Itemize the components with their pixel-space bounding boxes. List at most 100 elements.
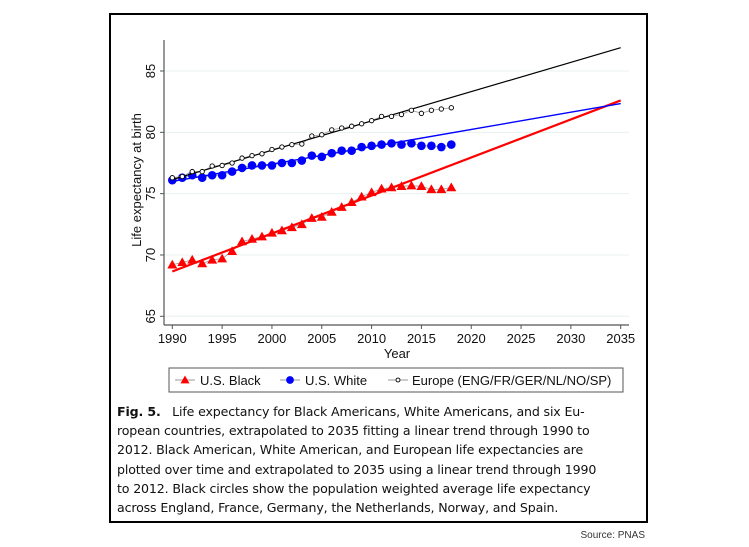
y-tick-label: 65 [143,309,158,323]
caption-line: across England, France, Germany, the Net… [117,500,559,516]
data-point-triangle [436,184,447,194]
data-point-triangle [316,211,327,221]
legend: U.S. Black U.S. White Europe (ENG/FR/GER/N… [168,367,624,393]
caption-line: to 2012. Black circles show the populati… [117,480,591,496]
data-point-hollow-circle [219,162,225,169]
data-point-circle [417,141,426,151]
data-point-hollow-circle [395,377,401,383]
y-tick-label: 75 [143,186,158,200]
data-point-triangle [446,182,457,192]
data-point-circle [237,163,247,173]
data-point-circle [327,148,337,158]
y-tick-label: 70 [143,248,158,262]
caption-label: Fig. 5. [117,404,161,419]
data-point-triangle [217,253,228,263]
data-point-circle [387,139,396,148]
data-point-hollow-circle [289,141,295,148]
legend-label: U.S. Black [200,373,261,388]
data-point-hollow-circle [339,125,345,131]
data-point-triangle [306,213,317,222]
x-tick-label: 1995 [208,331,237,346]
data-point-circle [297,156,307,165]
figure-frame [109,13,648,523]
caption-line: 2012. Black American, White American, an… [117,442,584,458]
data-point-triangle [227,246,238,256]
data-point-circle [317,152,327,162]
data-point-circle [217,170,227,180]
data-point-hollow-circle [329,127,335,133]
data-point-circle [197,173,207,183]
x-tick-label: 2005 [307,331,336,346]
data-point-triangle [247,234,258,243]
data-point-triangle [177,257,188,267]
y-tick-label: 80 [143,125,158,139]
x-tick-label: 1990 [158,331,187,346]
data-point-circle [397,140,406,149]
x-tick-label: 2010 [357,331,386,346]
data-point-triangle [197,258,208,268]
data-point-triangle [406,180,417,190]
trend-line [172,102,621,183]
x-tick-label: 2030 [556,331,585,346]
data-point-circle [287,158,297,168]
data-point-triangle [256,231,267,241]
data-point-hollow-circle [279,144,285,150]
data-point-circle [347,146,356,156]
data-point-triangle [207,254,218,264]
data-point-circle [257,161,267,170]
data-point-hollow-circle [309,133,315,139]
data-point-triangle [366,187,377,197]
data-point-hollow-circle [239,155,245,161]
data-point-triangle [416,181,427,191]
trend-line [171,99,622,273]
x-tick-label: 2035 [606,331,635,346]
data-point-hollow-circle [388,113,395,120]
data-point-hollow-circle [189,168,195,175]
caption-line: Life expectancy for Black Americans, Whi… [172,404,585,419]
data-point-hollow-circle [368,118,375,124]
data-point-hollow-circle [438,106,444,112]
caption-line: ropean countries, extrapolated to 2035 f… [117,423,590,439]
data-point-hollow-circle [378,113,385,120]
data-point-circle [277,158,287,168]
trend-line [172,47,621,181]
data-point-hollow-circle [428,107,435,113]
data-point-hollow-circle [259,151,265,157]
life-expectancy-chart: 65 70 75 80 85 1990 1995 2000 2005 2010 2015 2020 20… [129,40,635,393]
data-point-hollow-circle [349,123,355,129]
data-point-hollow-circle [199,168,205,175]
data-point-circle [227,167,237,176]
x-tick-label: 2020 [457,331,486,346]
data-point-triangle [356,191,367,201]
data-point-triangle [187,254,198,264]
data-point-hollow-circle [209,163,215,169]
data-point-hollow-circle [269,146,275,153]
series-u-s-white [168,102,621,185]
data-point-circle [207,170,217,180]
data-point-triangle [286,222,297,232]
data-point-hollow-circle [229,160,235,166]
data-point-triangle [376,183,387,193]
x-tick-label: 2000 [257,331,286,346]
data-point-hollow-circle [358,121,365,127]
data-point-triangle [296,219,307,229]
data-point-circle [377,140,386,149]
data-point-triangle [266,227,277,237]
x-tick-label: 2025 [507,331,536,346]
series-connector-line [172,185,452,266]
data-point-triangle [336,202,347,211]
data-point-circle [407,139,416,148]
data-point-circle [247,161,257,170]
data-point-hollow-circle [319,132,325,138]
data-point-hollow-circle [418,110,425,116]
data-point-triangle [180,375,190,384]
data-point-hollow-circle [169,175,175,181]
x-tick-label: 2015 [407,331,436,346]
y-tick-label: 85 [143,64,158,78]
data-point-triangle [326,207,337,216]
figure-caption: Fig. 5. Life expectancy for Black Americ… [117,402,642,517]
data-point-triangle [386,182,397,192]
series-u-s-black [167,99,622,273]
data-point-hollow-circle [249,152,255,159]
x-axis-title: Year [384,346,411,361]
